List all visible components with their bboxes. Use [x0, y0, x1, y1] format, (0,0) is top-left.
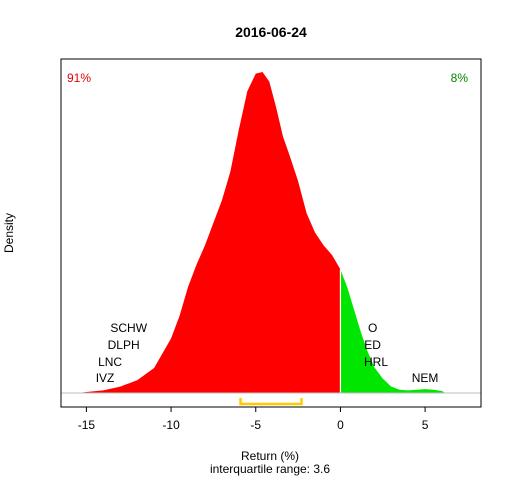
stock-label: HRL: [364, 355, 388, 369]
positive-return-area: [340, 269, 446, 393]
stock-label: DLPH: [108, 338, 140, 352]
stock-label: IVZ: [96, 371, 115, 385]
stock-label: O: [368, 321, 377, 335]
chart-title: 2016-06-24: [235, 24, 307, 40]
stock-annotations: SCHW DLPH LNC IVZ O ED HRL NEM: [96, 321, 439, 385]
stock-label: ED: [364, 338, 381, 352]
y-axis-label: Density: [2, 213, 16, 253]
iqr-subtitle: interquartile range: 3.6: [210, 462, 330, 476]
negative-return-area: [77, 72, 341, 393]
x-tick-label: -15: [78, 418, 96, 432]
x-tick-label: 5: [422, 418, 429, 432]
x-tick-label: -5: [250, 418, 261, 432]
iqr-bracket: [239, 398, 303, 406]
x-axis-label: Return (%): [241, 449, 299, 463]
stock-label: LNC: [98, 355, 122, 369]
density-areas: [77, 72, 446, 393]
stock-label: NEM: [412, 371, 439, 385]
x-tick-label: 0: [337, 418, 344, 432]
negative-share-label: 91%: [67, 71, 91, 85]
positive-share-label: 8%: [451, 71, 469, 85]
x-tick-label: -10: [162, 418, 180, 432]
x-axis: -15 -10 -5 0 5: [78, 407, 429, 432]
iqr-bar: [239, 398, 303, 406]
stock-label: SCHW: [110, 321, 147, 335]
plot-box: [60, 58, 482, 408]
